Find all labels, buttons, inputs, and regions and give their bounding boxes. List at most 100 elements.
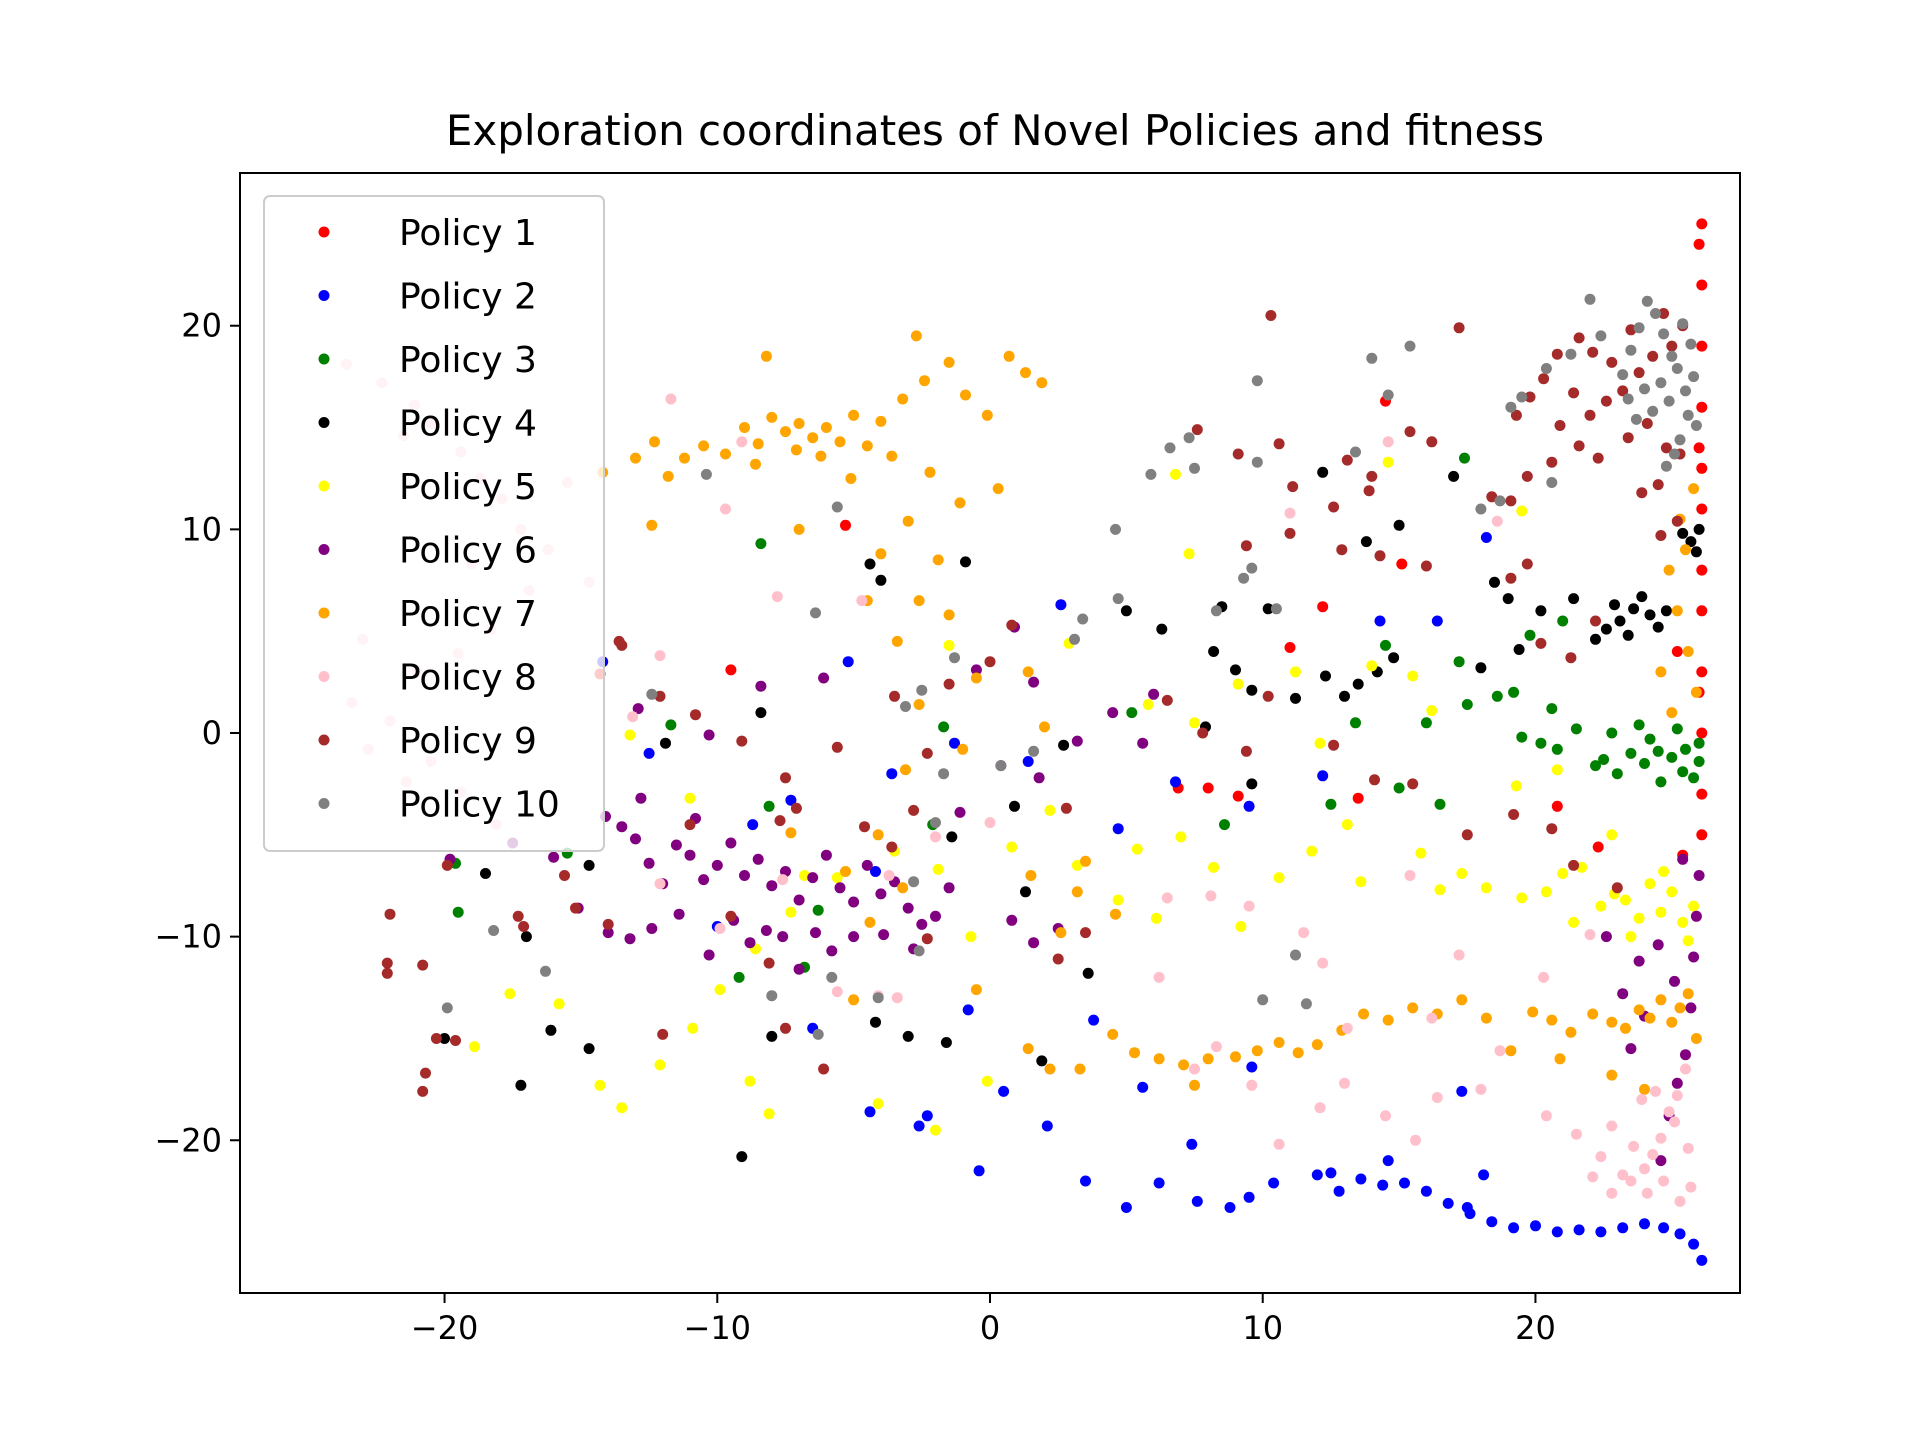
data-point [1625, 1175, 1637, 1187]
data-point [1235, 921, 1247, 932]
data-point [870, 1016, 881, 1028]
data-point [1145, 468, 1157, 480]
data-point [1080, 855, 1091, 867]
data-point [1622, 629, 1634, 641]
data-point [859, 821, 870, 833]
data-point [1420, 560, 1432, 572]
data-point [1680, 385, 1691, 397]
data-point [755, 538, 767, 550]
data-point [793, 418, 805, 429]
data-point [1606, 356, 1618, 368]
data-point [515, 1079, 527, 1091]
data-point [750, 458, 761, 470]
data-point [1671, 363, 1683, 374]
data-point [1696, 666, 1708, 678]
data-point [1232, 678, 1244, 690]
data-point [932, 863, 944, 875]
data-point [1516, 731, 1528, 743]
legend-label: Policy 2 [399, 277, 537, 318]
data-point [872, 829, 884, 841]
data-point [518, 921, 530, 932]
data-point [1652, 621, 1664, 633]
data-point [1682, 409, 1694, 421]
data-point [1595, 1151, 1607, 1163]
data-point [420, 1067, 431, 1079]
data-point [913, 699, 925, 710]
data-point [919, 375, 930, 387]
data-point [1688, 951, 1700, 963]
legend-box [263, 195, 605, 852]
data-point [1639, 1163, 1650, 1175]
data-point [998, 1085, 1010, 1097]
series-policy-10 [441, 293, 1702, 1040]
data-point [1161, 892, 1173, 904]
data-point [1625, 931, 1637, 943]
data-point [1120, 1202, 1132, 1213]
data-point [616, 1102, 628, 1114]
series-policy-1 [594, 218, 1708, 861]
data-point [1554, 1053, 1566, 1065]
legend-label: Policy 6 [399, 531, 537, 572]
data-point [1628, 1140, 1640, 1152]
data-point [1131, 843, 1143, 855]
data-point [1600, 395, 1612, 407]
x-tick-label: 20 [1515, 1309, 1556, 1347]
data-point [1453, 322, 1465, 334]
data-point [1191, 1195, 1203, 1207]
data-point [1584, 293, 1596, 305]
data-point [1568, 859, 1580, 871]
data-point [864, 558, 876, 570]
data-point [548, 851, 560, 863]
data-point [733, 971, 745, 983]
data-point [1317, 466, 1329, 478]
data-point [1647, 1149, 1659, 1160]
legend-item-policy-10: Policy 10 [318, 785, 560, 826]
y-tick-label: −20 [154, 1121, 222, 1159]
data-point [820, 422, 832, 433]
series-policy-3 [450, 452, 1705, 983]
data-point [1696, 1254, 1708, 1266]
data-point [752, 853, 764, 865]
data-point [687, 1022, 699, 1034]
data-point [1570, 1128, 1582, 1140]
data-point [1189, 1063, 1200, 1075]
data-point [1652, 479, 1664, 491]
data-point [984, 817, 996, 829]
data-point [992, 483, 1004, 495]
data-point [1336, 544, 1348, 556]
data-point [1606, 1016, 1618, 1028]
data-point [1680, 743, 1691, 755]
data-point [1410, 1134, 1421, 1146]
data-point [790, 802, 802, 814]
data-point [1317, 957, 1329, 969]
data-point [1320, 670, 1331, 682]
data-point [943, 609, 955, 621]
data-point [1246, 1079, 1258, 1091]
data-point [1617, 385, 1629, 397]
data-point [1202, 1053, 1214, 1065]
data-point [831, 872, 843, 884]
data-point [875, 888, 887, 900]
data-point [613, 635, 625, 647]
data-point [1071, 886, 1083, 898]
data-point [1366, 352, 1378, 364]
data-point [1538, 971, 1550, 983]
data-point [1453, 656, 1465, 668]
data-point [766, 880, 778, 892]
data-point [1442, 1197, 1454, 1209]
data-point [949, 737, 960, 749]
legend-item-policy-2: Policy 2 [318, 277, 537, 318]
data-point [1633, 367, 1645, 379]
data-point [1020, 886, 1031, 898]
legend-item-policy-1: Policy 1 [318, 213, 537, 254]
data-point [1540, 1110, 1552, 1122]
data-point [1625, 747, 1637, 759]
legend-marker [318, 544, 330, 555]
data-point [1666, 751, 1678, 763]
data-point [1508, 809, 1520, 820]
legend-marker [318, 353, 330, 365]
data-point [1273, 438, 1285, 450]
data-point [670, 839, 682, 851]
data-point [1546, 477, 1558, 488]
